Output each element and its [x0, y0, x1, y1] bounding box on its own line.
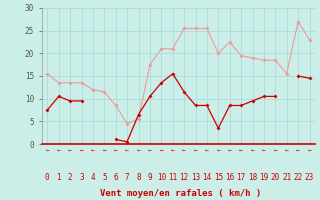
Text: 9: 9 [148, 173, 152, 182]
Text: 3: 3 [79, 173, 84, 182]
Text: ←: ← [296, 149, 300, 154]
Text: 23: 23 [305, 173, 314, 182]
Text: ←: ← [251, 149, 254, 154]
Text: 16: 16 [225, 173, 234, 182]
Text: ←: ← [239, 149, 243, 154]
Text: 8: 8 [136, 173, 141, 182]
Text: ←: ← [45, 149, 49, 154]
Text: ←: ← [216, 149, 220, 154]
Text: ←: ← [159, 149, 163, 154]
Text: ←: ← [205, 149, 209, 154]
Text: Vent moyen/en rafales ( km/h ): Vent moyen/en rafales ( km/h ) [100, 189, 261, 198]
Text: 7: 7 [125, 173, 129, 182]
Text: 21: 21 [282, 173, 291, 182]
Text: 13: 13 [191, 173, 200, 182]
Text: 20: 20 [271, 173, 280, 182]
Text: 17: 17 [236, 173, 246, 182]
Text: ←: ← [91, 149, 95, 154]
Text: ←: ← [102, 149, 106, 154]
Text: ←: ← [57, 149, 60, 154]
Text: ←: ← [114, 149, 117, 154]
Text: ←: ← [80, 149, 84, 154]
Text: 18: 18 [248, 173, 257, 182]
Text: ←: ← [182, 149, 186, 154]
Text: 22: 22 [293, 173, 303, 182]
Text: 0: 0 [45, 173, 50, 182]
Text: 11: 11 [168, 173, 177, 182]
Text: ←: ← [137, 149, 140, 154]
Text: ←: ← [194, 149, 197, 154]
Text: ←: ← [285, 149, 289, 154]
Text: 6: 6 [113, 173, 118, 182]
Text: 2: 2 [68, 173, 72, 182]
Text: 15: 15 [214, 173, 223, 182]
Text: ←: ← [125, 149, 129, 154]
Text: ←: ← [262, 149, 266, 154]
Text: ←: ← [273, 149, 277, 154]
Text: ←: ← [308, 149, 311, 154]
Text: 10: 10 [157, 173, 166, 182]
Text: ←: ← [148, 149, 152, 154]
Text: 19: 19 [259, 173, 268, 182]
Text: ←: ← [171, 149, 175, 154]
Text: ←: ← [228, 149, 232, 154]
Text: 1: 1 [56, 173, 61, 182]
Text: 14: 14 [202, 173, 212, 182]
Text: 12: 12 [180, 173, 189, 182]
Text: 5: 5 [102, 173, 107, 182]
Text: ←: ← [68, 149, 72, 154]
Text: 4: 4 [91, 173, 95, 182]
